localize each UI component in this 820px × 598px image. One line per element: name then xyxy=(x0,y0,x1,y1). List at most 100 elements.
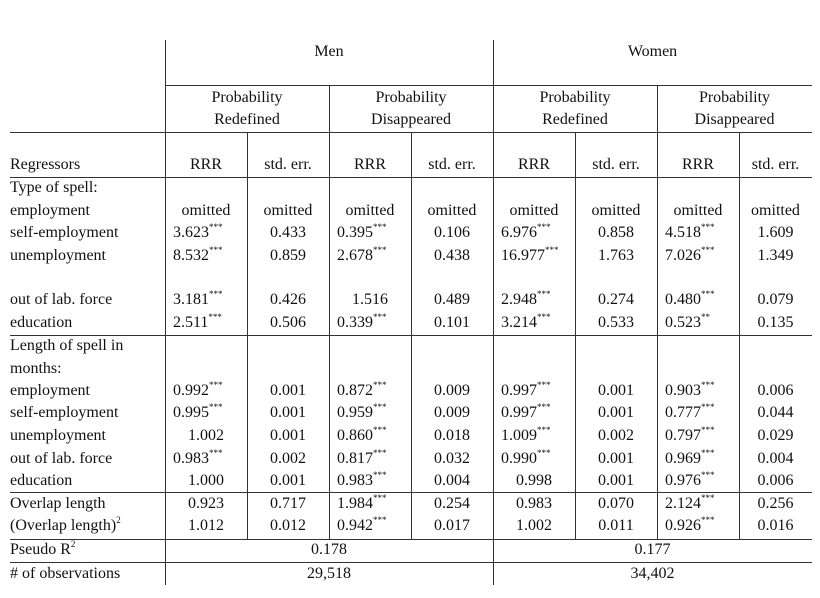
group-header: Women xyxy=(627,43,678,60)
significance: *** xyxy=(701,493,715,503)
cell: 0.523** xyxy=(665,312,739,334)
significance: *** xyxy=(373,402,387,412)
cell: 0.438 xyxy=(434,247,470,264)
row-label: Length of spell in xyxy=(10,337,124,354)
cell-value: 0.777 xyxy=(665,404,701,421)
cell: 0.395*** xyxy=(337,222,411,244)
cell: 1.609 xyxy=(757,224,794,241)
column-header: std. err. xyxy=(428,156,476,173)
v-rule xyxy=(247,132,248,539)
summary-value: 0.177 xyxy=(634,541,671,558)
cell: 0.006 xyxy=(757,472,794,489)
significance: *** xyxy=(209,222,223,232)
v-rule xyxy=(493,40,494,585)
significance: *** xyxy=(701,245,715,255)
row-label: self-employment xyxy=(10,404,119,421)
subgroup-header: Probability xyxy=(539,89,611,106)
v-rule xyxy=(165,40,166,585)
cell: 0.997*** xyxy=(501,380,575,402)
cell: 0.339*** xyxy=(337,312,411,334)
cell: 0.992*** xyxy=(173,380,247,402)
significance: *** xyxy=(537,222,551,232)
row-label: education xyxy=(10,472,73,489)
row-label: Overlap length xyxy=(10,495,106,512)
group-header: Men xyxy=(314,43,344,60)
cell: 4.518*** xyxy=(665,222,739,244)
cell: 2.678*** xyxy=(337,245,411,267)
row-label: (Overlap length)2 xyxy=(10,515,165,537)
significance: *** xyxy=(537,402,551,412)
significance: *** xyxy=(701,515,715,525)
h-rule xyxy=(10,539,812,540)
cell: 0.001 xyxy=(270,427,306,444)
significance: *** xyxy=(373,493,387,503)
cell: 2.124*** xyxy=(665,493,739,515)
cell: 0.001 xyxy=(598,450,634,467)
cell: 0.001 xyxy=(270,404,306,421)
significance: *** xyxy=(373,425,387,435)
cell: 0.002 xyxy=(270,450,306,467)
cell: 0.001 xyxy=(270,472,306,489)
cell: 0.997*** xyxy=(501,402,575,424)
cell-value: 0.480 xyxy=(665,291,701,308)
cell-value: 0.395 xyxy=(337,224,373,241)
subgroup-header: Redefined xyxy=(214,111,280,128)
cell: 0.001 xyxy=(270,382,306,399)
significance: *** xyxy=(701,402,715,412)
cell-value: 0.995 xyxy=(173,404,209,421)
cell-value: 0.339 xyxy=(337,314,373,331)
cell: 0.797*** xyxy=(665,425,739,447)
cell: 0.254 xyxy=(434,495,470,512)
summary-value: 29,518 xyxy=(307,565,351,582)
cell: 2.511*** xyxy=(173,312,247,334)
cell: 0.860*** xyxy=(337,425,411,447)
cell-value: 0.903 xyxy=(665,382,701,399)
cell: omitted xyxy=(751,202,800,219)
significance: *** xyxy=(537,289,551,299)
cell-value: 2.678 xyxy=(337,247,373,264)
row-label: Pseudo R2 xyxy=(10,539,165,561)
cell: 0.777*** xyxy=(665,402,739,424)
cell: 0.995*** xyxy=(173,402,247,424)
row-label: months: xyxy=(10,360,62,377)
cell-value: 0.997 xyxy=(501,382,537,399)
cell: 0.480*** xyxy=(665,289,739,311)
cell-value: 6.976 xyxy=(501,224,537,241)
cell: 0.872*** xyxy=(337,380,411,402)
cell-value: 0.997 xyxy=(501,404,537,421)
significance: *** xyxy=(701,470,715,480)
cell: omitted xyxy=(345,202,395,219)
significance: *** xyxy=(373,245,387,255)
cell: 0.489 xyxy=(434,291,470,308)
cell: omitted xyxy=(427,202,477,219)
cell: 1.002 xyxy=(188,427,224,444)
row-label: out of lab. force xyxy=(10,450,113,467)
h-rule xyxy=(10,562,812,563)
column-header: RRR xyxy=(681,156,714,173)
significance: *** xyxy=(373,222,387,232)
cell-value: 3.623 xyxy=(173,224,209,241)
cell-value: 2.124 xyxy=(665,495,701,512)
cell: omitted xyxy=(591,202,641,219)
cell: 8.532*** xyxy=(173,245,247,267)
cell: 0.959*** xyxy=(337,402,411,424)
significance: *** xyxy=(537,380,551,390)
cell: 1.516 xyxy=(352,291,388,308)
cell: 0.009 xyxy=(434,404,470,421)
significance: ** xyxy=(701,312,710,322)
column-header: std. err. xyxy=(264,156,312,173)
significance: *** xyxy=(208,312,222,322)
cell: 0.990*** xyxy=(501,448,575,470)
cell-value: 0.872 xyxy=(337,382,373,399)
cell: 0.858 xyxy=(598,224,634,241)
cell: 0.044 xyxy=(757,404,794,421)
cell: 0.717 xyxy=(270,495,306,512)
row-label: Type of spell: xyxy=(10,179,98,196)
cell-value: 3.214 xyxy=(501,314,537,331)
significance: *** xyxy=(545,245,559,255)
cell: 7.026*** xyxy=(665,245,739,267)
significance: *** xyxy=(701,425,715,435)
row-label: self-employment xyxy=(10,224,119,241)
v-rule xyxy=(411,132,412,539)
cell: 0.001 xyxy=(598,472,634,489)
